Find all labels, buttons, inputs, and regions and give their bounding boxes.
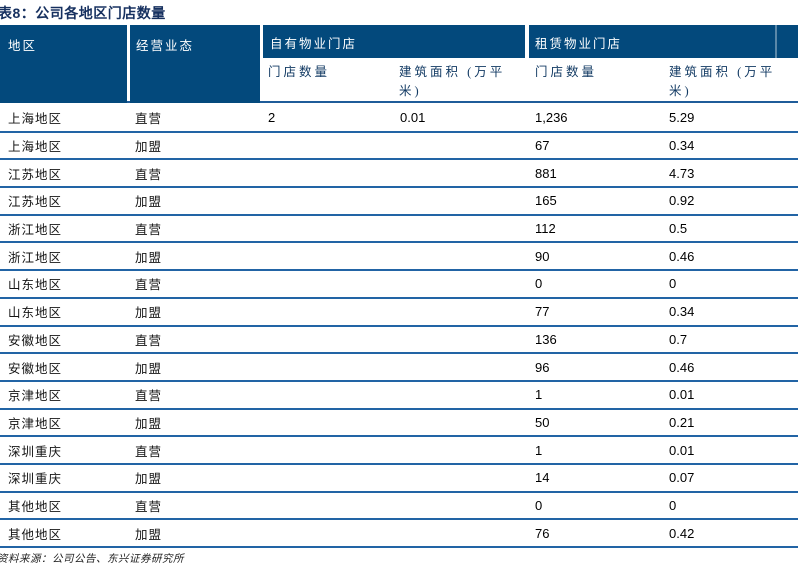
cell-lease-area: 0.7 (669, 331, 688, 347)
cell-lease-count: 881 (535, 165, 557, 181)
cell-region: 山东地区 (8, 278, 63, 293)
cell-lease-area: 0.01 (669, 387, 695, 403)
cell-region: 江苏地区 (8, 195, 63, 210)
cell-lease-count: 50 (535, 414, 550, 430)
cell-business: 加盟 (135, 472, 163, 487)
cell-lease-count: 0 (535, 276, 543, 292)
table-header: 地区 经营业态 自有物业门店 租赁物业门店 门店数量 建筑面积 (万平米) 门店… (0, 25, 798, 103)
cell-business: 加盟 (135, 361, 163, 376)
cell-region: 深圳重庆 (8, 472, 63, 487)
cell-region: 京津地区 (8, 389, 63, 404)
cell-lease-count: 136 (535, 331, 557, 347)
cell-lease-area: 0.21 (669, 414, 695, 430)
table-row: 京津地区 直营 1 0.01 (0, 381, 798, 410)
header-business-type: 经营业态 (130, 25, 260, 103)
cell-lease-area: 0.34 (669, 138, 695, 154)
cell-region: 浙江地区 (8, 223, 63, 238)
cell-business: 直营 (135, 167, 163, 182)
cell-business: 直营 (135, 278, 163, 293)
table-row: 山东地区 直营 0 0 (0, 271, 798, 299)
cell-lease-area: 0.34 (669, 304, 695, 320)
cell-business: 加盟 (135, 416, 163, 431)
cell-business: 直营 (135, 223, 163, 238)
table-row: 其他地区 加盟 76 0.42 (0, 520, 798, 548)
cell-lease-count: 112 (535, 221, 556, 237)
cell-lease-area: 0.92 (669, 193, 695, 209)
table-row: 江苏地区 直营 881 4.73 (0, 160, 798, 189)
table-row: 深圳重庆 直营 1 0.01 (0, 437, 798, 465)
cell-region: 上海地区 (8, 140, 63, 155)
table-row: 浙江地区 直营 112 0.5 (0, 215, 798, 244)
cell-lease-area: 0.46 (669, 359, 695, 375)
cell-business: 加盟 (135, 527, 163, 542)
cell-business: 加盟 (135, 250, 163, 265)
table-row: 京津地区 加盟 50 0.21 (0, 409, 798, 438)
cell-region: 其他地区 (8, 499, 63, 514)
table-row: 上海地区 加盟 67 0.34 (0, 132, 798, 161)
table-row: 上海地区 直营 2 0.01 1,236 5.29 (0, 105, 798, 133)
cell-lease-area: 0.46 (669, 248, 695, 264)
subheader-lease-building-area: 建筑面积 (万平米) (669, 65, 776, 99)
cell-region: 安徽地区 (8, 333, 63, 348)
cell-lease-area: 0.5 (669, 221, 688, 237)
cell-lease-count: 1 (535, 387, 543, 403)
cell-own-count: 2 (268, 110, 276, 126)
cell-lease-area: 0 (669, 497, 677, 513)
subheader-own-store-count: 门店数量 (268, 65, 331, 79)
cell-region: 上海地区 (8, 112, 63, 127)
cell-region: 京津地区 (8, 416, 63, 431)
cell-region: 安徽地区 (8, 361, 63, 376)
table-row: 安徽地区 加盟 96 0.46 (0, 354, 798, 382)
cell-lease-area: 5.29 (669, 110, 695, 126)
cell-business: 直营 (135, 389, 163, 404)
cell-lease-count: 1 (535, 442, 543, 458)
cell-region: 其他地区 (8, 527, 63, 542)
cell-lease-count: 14 (535, 470, 550, 486)
table-row: 浙江地区 加盟 90 0.46 (0, 243, 798, 272)
cell-lease-area: 0.07 (669, 470, 695, 486)
table-row: 山东地区 加盟 77 0.34 (0, 298, 798, 327)
cell-region: 山东地区 (8, 306, 63, 321)
cell-lease-count: 1,236 (535, 110, 568, 126)
header-own-property-group: 自有物业门店 (263, 25, 525, 58)
cell-lease-area: 4.73 (669, 165, 695, 181)
cell-lease-count: 77 (535, 304, 550, 320)
cell-lease-area: 0.01 (669, 442, 695, 458)
cell-business: 加盟 (135, 306, 163, 321)
cell-lease-count: 96 (535, 359, 550, 375)
cell-lease-count: 90 (535, 248, 550, 264)
cell-own-area: 0.01 (400, 110, 426, 126)
cell-lease-count: 165 (535, 193, 557, 209)
table-row: 其他地区 直营 0 0 (0, 492, 798, 521)
cell-lease-count: 0 (535, 497, 543, 513)
table-title: 表8：公司各地区门店数量 (0, 5, 166, 21)
cell-lease-count: 76 (535, 525, 550, 541)
table-row: 深圳重庆 加盟 14 0.07 (0, 464, 798, 493)
cell-business: 加盟 (135, 195, 163, 210)
cell-lease-count: 67 (535, 138, 550, 154)
cell-region: 深圳重庆 (8, 444, 63, 459)
cell-business: 直营 (135, 499, 163, 514)
table-row: 江苏地区 加盟 165 0.92 (0, 188, 798, 216)
cell-business: 直营 (135, 333, 163, 348)
table-body: 上海地区 直营 2 0.01 1,236 5.29 上海地区 加盟 67 0.3… (0, 105, 798, 548)
cell-lease-area: 0.42 (669, 525, 695, 541)
source-note: 资料来源：公司公告、东兴证券研究所 (0, 554, 184, 565)
subheader-own-building-area: 建筑面积 (万平米) (399, 65, 506, 99)
header-leased-property-group: 租赁物业门店 (529, 25, 798, 58)
header-cell-divider (775, 25, 777, 58)
table-row: 安徽地区 直营 136 0.7 (0, 326, 798, 355)
cell-lease-area: 0 (669, 276, 677, 292)
cell-region: 浙江地区 (8, 250, 63, 265)
cell-business: 直营 (135, 112, 163, 127)
header-leased-property-label: 租赁物业门店 (535, 37, 623, 51)
cell-business: 加盟 (135, 140, 163, 155)
cell-region: 江苏地区 (8, 167, 63, 182)
header-region: 地区 (0, 25, 127, 103)
cell-business: 直营 (135, 444, 163, 459)
subheader-lease-store-count: 门店数量 (535, 65, 598, 79)
